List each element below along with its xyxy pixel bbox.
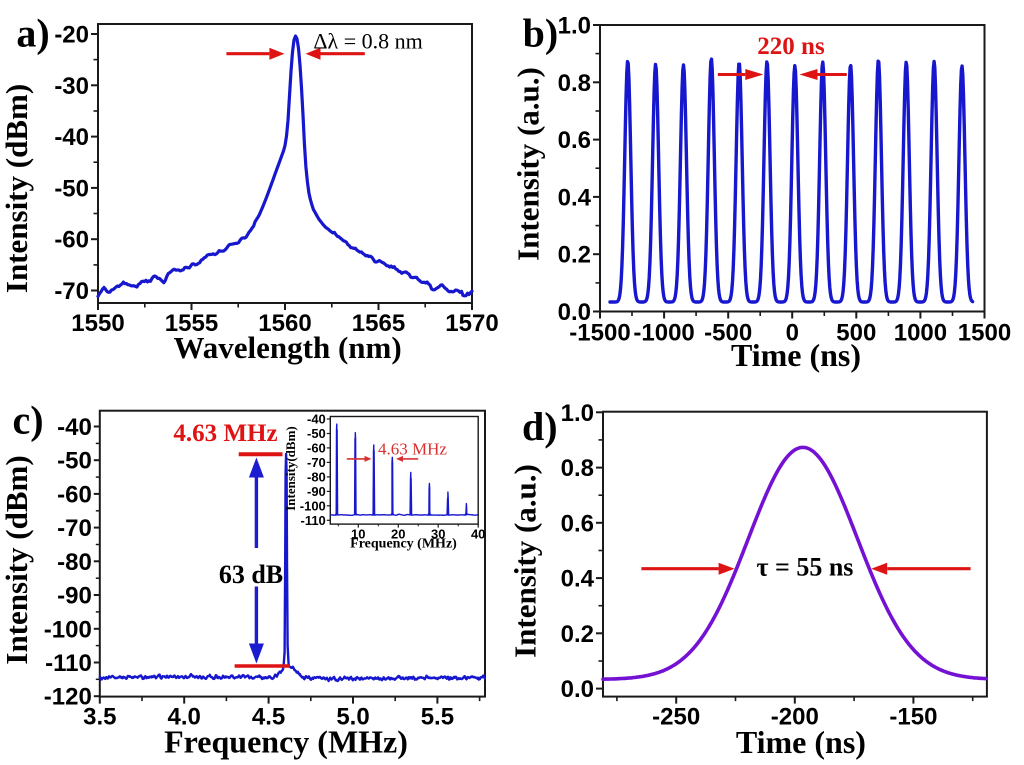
svg-text:-200: -200 xyxy=(771,704,819,731)
svg-text:Intensity (dBm): Intensity (dBm) xyxy=(0,84,34,293)
svg-text:0.2: 0.2 xyxy=(561,621,594,648)
svg-text:-60: -60 xyxy=(57,481,92,508)
svg-text:0.2: 0.2 xyxy=(558,242,591,269)
svg-text:-20: -20 xyxy=(54,22,89,49)
svg-text:-50: -50 xyxy=(57,448,92,475)
svg-text:d): d) xyxy=(522,404,558,449)
svg-text:1555: 1555 xyxy=(165,310,218,337)
svg-text:-80: -80 xyxy=(307,469,326,484)
svg-text:-70: -70 xyxy=(54,278,89,305)
svg-text:10: 10 xyxy=(351,527,365,542)
svg-text:-1000: -1000 xyxy=(633,320,694,347)
svg-text:0.8: 0.8 xyxy=(558,70,591,97)
svg-text:-70: -70 xyxy=(57,515,92,542)
svg-text:-250: -250 xyxy=(652,704,700,731)
svg-text:τ = 55 ns: τ = 55 ns xyxy=(757,553,854,582)
svg-text:1560: 1560 xyxy=(258,310,311,337)
svg-text:Intensity(dBm): Intensity(dBm) xyxy=(283,426,298,511)
svg-text:-30: -30 xyxy=(54,73,89,100)
svg-text:4.5: 4.5 xyxy=(252,704,285,731)
svg-text:4.63 MHz: 4.63 MHz xyxy=(378,440,447,459)
svg-text:Intensity (a.u.): Intensity (a.u.) xyxy=(511,67,546,261)
svg-text:-60: -60 xyxy=(307,440,326,455)
svg-text:0.6: 0.6 xyxy=(561,510,594,537)
svg-text:1.0: 1.0 xyxy=(561,400,594,427)
svg-text:5.0: 5.0 xyxy=(336,704,369,731)
svg-text:-90: -90 xyxy=(307,484,326,499)
svg-text:-60: -60 xyxy=(54,227,89,254)
svg-text:Time (ns): Time (ns) xyxy=(731,337,861,373)
svg-text:-100: -100 xyxy=(300,498,326,513)
svg-text:4.0: 4.0 xyxy=(168,704,201,731)
svg-text:Wavelength (nm): Wavelength (nm) xyxy=(174,330,402,365)
svg-text:-70: -70 xyxy=(307,455,326,470)
svg-text:Intensity (dBm): Intensity (dBm) xyxy=(0,455,34,664)
svg-text:-50: -50 xyxy=(307,426,326,441)
svg-text:-110: -110 xyxy=(300,513,325,528)
svg-text:0.0: 0.0 xyxy=(558,299,591,326)
svg-text:0.8: 0.8 xyxy=(561,455,594,482)
svg-text:-150: -150 xyxy=(889,704,937,731)
svg-text:a): a) xyxy=(16,11,49,56)
svg-text:Intensity (a.u.): Intensity (a.u.) xyxy=(508,464,543,658)
svg-text:-500: -500 xyxy=(704,320,752,347)
svg-text:-90: -90 xyxy=(57,583,92,610)
svg-text:0.4: 0.4 xyxy=(558,184,592,211)
svg-text:1565: 1565 xyxy=(352,310,405,337)
svg-text:-40: -40 xyxy=(307,412,326,427)
svg-text:220 ns: 220 ns xyxy=(757,33,825,60)
svg-text:20: 20 xyxy=(391,527,405,542)
svg-text:40: 40 xyxy=(471,527,485,542)
svg-text:1.0: 1.0 xyxy=(558,13,591,40)
svg-text:c): c) xyxy=(13,398,44,443)
svg-text:-110: -110 xyxy=(45,650,92,677)
svg-text:0: 0 xyxy=(786,320,799,347)
svg-text:3.5: 3.5 xyxy=(83,704,116,731)
svg-text:-100: -100 xyxy=(44,616,92,643)
svg-text:-40: -40 xyxy=(54,124,89,151)
svg-text:1000: 1000 xyxy=(894,320,947,347)
svg-text:b): b) xyxy=(523,11,559,56)
svg-text:0.0: 0.0 xyxy=(561,676,594,703)
svg-text:-40: -40 xyxy=(57,414,92,441)
svg-text:Δλ = 0.8 nm: Δλ = 0.8 nm xyxy=(313,29,422,54)
svg-text:1570: 1570 xyxy=(445,310,498,337)
svg-text:Time (ns): Time (ns) xyxy=(736,724,866,760)
svg-text:Frequency (MHz): Frequency (MHz) xyxy=(350,537,457,552)
svg-text:-80: -80 xyxy=(57,549,92,576)
svg-text:Frequency (MHz): Frequency (MHz) xyxy=(164,724,408,760)
svg-text:500: 500 xyxy=(836,320,876,347)
svg-text:1500: 1500 xyxy=(958,320,1011,347)
svg-text:-50: -50 xyxy=(54,175,89,202)
svg-text:30: 30 xyxy=(431,527,445,542)
svg-text:4.63 MHz: 4.63 MHz xyxy=(173,420,277,447)
svg-text:5.5: 5.5 xyxy=(421,704,454,731)
svg-text:0.6: 0.6 xyxy=(558,127,591,154)
svg-text:-120: -120 xyxy=(44,684,92,711)
svg-text:1550: 1550 xyxy=(71,310,124,337)
svg-text:-1500: -1500 xyxy=(569,320,630,347)
svg-text:0.4: 0.4 xyxy=(561,566,595,593)
svg-text:63 dB: 63 dB xyxy=(219,560,283,589)
